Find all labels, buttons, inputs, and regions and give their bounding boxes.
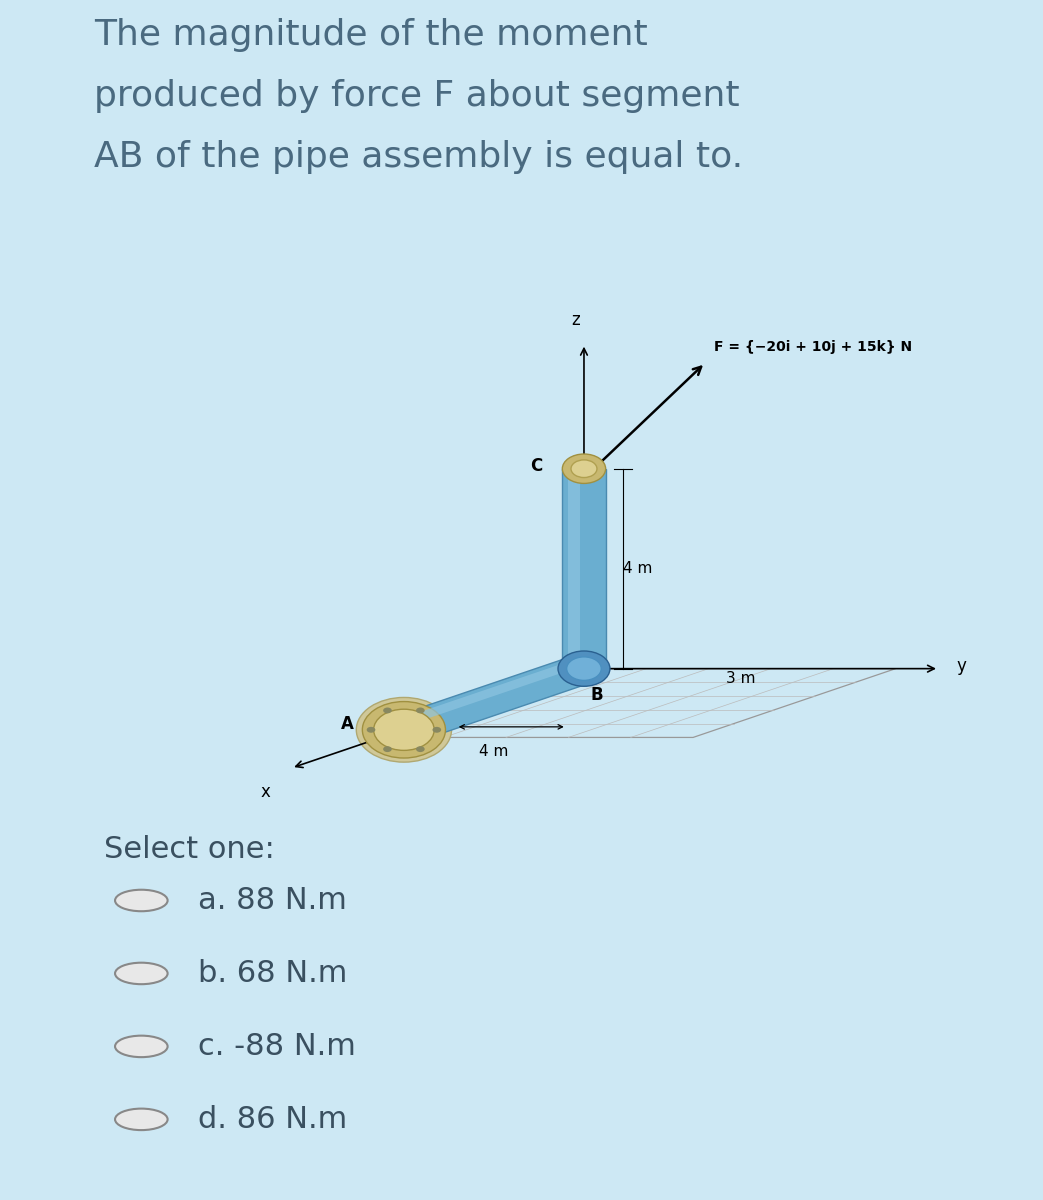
Text: F = {−20i + 10j + 15k} N: F = {−20i + 10j + 15k} N	[713, 340, 912, 354]
Text: b. 68 N.m: b. 68 N.m	[198, 959, 347, 988]
Text: z: z	[571, 311, 580, 329]
Circle shape	[558, 650, 610, 686]
Text: produced by force F about segment: produced by force F about segment	[94, 79, 739, 113]
Text: d. 86 N.m: d. 86 N.m	[198, 1105, 347, 1134]
Text: 4 m: 4 m	[479, 744, 509, 760]
Text: a. 88 N.m: a. 88 N.m	[198, 886, 346, 914]
Polygon shape	[394, 655, 593, 743]
Text: AB of the pipe assembly is equal to.: AB of the pipe assembly is equal to.	[94, 140, 743, 174]
Polygon shape	[567, 469, 580, 668]
Text: B: B	[590, 686, 603, 704]
Text: C: C	[530, 457, 542, 475]
Text: The magnitude of the moment: The magnitude of the moment	[94, 18, 648, 52]
Circle shape	[566, 656, 601, 680]
Circle shape	[433, 727, 441, 733]
Text: x: x	[261, 782, 270, 800]
Circle shape	[115, 1036, 168, 1057]
Circle shape	[383, 708, 392, 713]
Polygon shape	[396, 659, 582, 727]
Polygon shape	[562, 469, 606, 668]
Circle shape	[115, 962, 168, 984]
Text: 3 m: 3 m	[726, 671, 755, 686]
Circle shape	[115, 889, 168, 911]
Circle shape	[416, 746, 425, 752]
Circle shape	[367, 727, 375, 733]
Circle shape	[562, 454, 606, 484]
Text: c. -88 N.m: c. -88 N.m	[198, 1032, 356, 1061]
Circle shape	[357, 697, 452, 762]
Text: y: y	[956, 656, 966, 674]
Text: A: A	[341, 715, 354, 733]
Circle shape	[373, 709, 434, 750]
Circle shape	[115, 1109, 168, 1130]
Circle shape	[416, 708, 425, 713]
Circle shape	[383, 746, 392, 752]
Text: 4 m: 4 m	[623, 562, 652, 576]
Circle shape	[571, 460, 597, 478]
Text: Select one:: Select one:	[104, 835, 274, 864]
Circle shape	[362, 702, 445, 758]
